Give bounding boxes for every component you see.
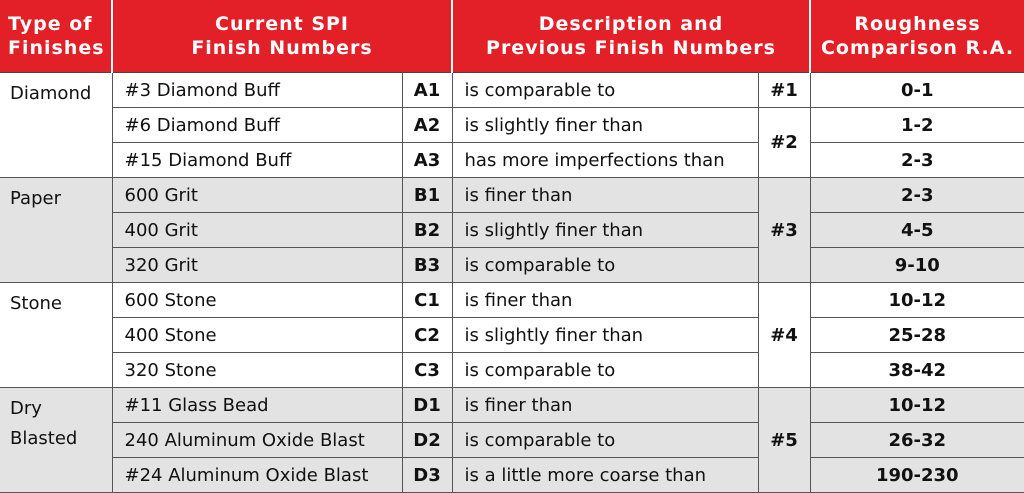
finish-name-cell: #3 Diamond Buff — [111, 72, 403, 108]
spi-code-cell: B1 — [401, 177, 453, 213]
spi-code-cell: A2 — [401, 107, 453, 143]
spi-code-cell: B2 — [401, 212, 453, 248]
finish-type-cell: Diamond — [0, 72, 113, 178]
finish-type-cell: Paper — [0, 177, 113, 283]
finish-type-label: Dry — [10, 398, 42, 419]
table-row: #6 Diamond Buff A2 is slightly finer than #… — [0, 107, 1024, 178]
spi-code-cell: C3 — [401, 352, 453, 388]
description-cell: is finer than — [451, 387, 759, 423]
roughness-value-cell: 0-1 — [809, 72, 1024, 108]
finish-type-cell: Stone — [0, 282, 113, 388]
spi-code-cell: C1 — [401, 282, 453, 318]
description-cell: is finer than — [451, 282, 759, 318]
finish-type-cell: Dry Blasted — [0, 387, 113, 493]
table-row: Dry Blasted #11 Glass Bead D1 is finer than #… — [0, 387, 1024, 493]
roughness-value-cell: 10-12 — [809, 282, 1024, 318]
description-cell: is slightly finer than — [451, 212, 759, 248]
roughness-value-cell: 2-3 — [809, 177, 1024, 213]
description-cell: is slightly finer than — [451, 107, 759, 143]
spi-code-cell: D2 — [401, 422, 453, 458]
previous-finish-cell: #1 — [757, 72, 811, 108]
finish-name-cell: #6 Diamond Buff — [112, 107, 403, 143]
previous-finish-cell: #2 — [757, 107, 811, 178]
roughness-value-cell: 1-2 — [809, 107, 1024, 143]
previous-finish-cell: #3 — [757, 177, 811, 283]
previous-finish-cell: #5 — [757, 387, 811, 493]
description-cell: is comparable to — [451, 247, 759, 283]
finish-name-cell: 320 Grit — [112, 247, 403, 283]
previous-finish-cell: #4 — [757, 282, 811, 388]
roughness-value-cell: 2-3 — [809, 142, 1024, 178]
table-row: 400 Stone C2 is slightly finer than 25-28 — [0, 317, 1024, 353]
finish-name-cell: 400 Grit — [112, 212, 403, 248]
roughness-header: Roughness Comparison R.A. — [810, 0, 1024, 73]
table-row: 400 Grit B2 is slightly finer than 4-5 — [0, 212, 1024, 248]
finish-name-cell: 240 Aluminum Oxide Blast — [112, 422, 403, 458]
description-header: Description and Previous Finish Numbers — [452, 0, 811, 73]
finish-type-label: Diamond — [10, 83, 92, 104]
current-spi-header: Current SPI Finish Numbers — [112, 0, 453, 73]
table-row: Stone 600 Stone C1 is finer than #4 10-12 — [0, 282, 1024, 388]
table-row: #24 Aluminum Oxide Blast D3 is a little mo… — [0, 457, 1024, 493]
spi-code-cell: A3 — [401, 142, 453, 178]
table-row: Paper 600 Grit B1 is finer than #3 2-3 — [0, 177, 1024, 283]
table-row: 320 Grit B3 is comparable to 9-10 — [0, 247, 1024, 283]
description-cell: is finer than — [451, 177, 759, 213]
finish-name-cell: 600 Grit — [111, 177, 403, 213]
table-row: 320 Stone C3 is comparable to 38-42 — [0, 352, 1024, 388]
finish-name-cell: 320 Stone — [112, 352, 403, 388]
roughness-value-cell: 9-10 — [809, 247, 1024, 283]
roughness-value-cell: 4-5 — [809, 212, 1024, 248]
table-header: Type of Finishes Current SPI Finish Numb… — [0, 0, 1024, 73]
spi-code-cell: C2 — [401, 317, 453, 353]
description-cell: is comparable to — [451, 422, 759, 458]
description-cell: is a little more coarse than — [451, 457, 759, 493]
table-row: Diamond #3 Diamond Buff A1 is comparable to… — [0, 72, 1024, 178]
finish-name-cell: #15 Diamond Buff — [112, 142, 403, 178]
roughness-value-cell: 190-230 — [809, 457, 1024, 493]
roughness-value-cell: 38-42 — [809, 352, 1024, 388]
finish-type-label: Blasted — [10, 428, 78, 449]
finish-type-label: Paper — [10, 188, 61, 209]
spi-code-cell: B3 — [401, 247, 453, 283]
finish-name-cell: #11 Glass Bead — [111, 387, 403, 423]
table-row: #15 Diamond Buff A3 has more imperfections… — [0, 142, 1024, 178]
type-of-finishes-header: Type of Finishes — [0, 0, 113, 73]
roughness-value-cell: 26-32 — [809, 422, 1024, 458]
spi-code-cell: D3 — [401, 457, 453, 493]
spi-code-cell: A1 — [401, 72, 453, 108]
roughness-value-cell: 10-12 — [809, 387, 1024, 423]
table-row: 240 Aluminum Oxide Blast D2 is comparable … — [0, 422, 1024, 458]
description-cell: is comparable to — [451, 352, 759, 388]
description-cell: is comparable to — [451, 72, 759, 108]
spi-code-cell: D1 — [401, 387, 453, 423]
description-cell: has more imperfections than — [451, 142, 759, 178]
finish-type-label: Stone — [10, 293, 62, 314]
roughness-value-cell: 25-28 — [809, 317, 1024, 353]
finish-name-cell: 400 Stone — [112, 317, 403, 353]
finish-name-cell: 600 Stone — [111, 282, 403, 318]
finish-name-cell: #24 Aluminum Oxide Blast — [112, 457, 403, 493]
description-cell: is slightly finer than — [451, 317, 759, 353]
table-body: Diamond #3 Diamond Buff A1 is comparable to… — [0, 72, 1024, 493]
